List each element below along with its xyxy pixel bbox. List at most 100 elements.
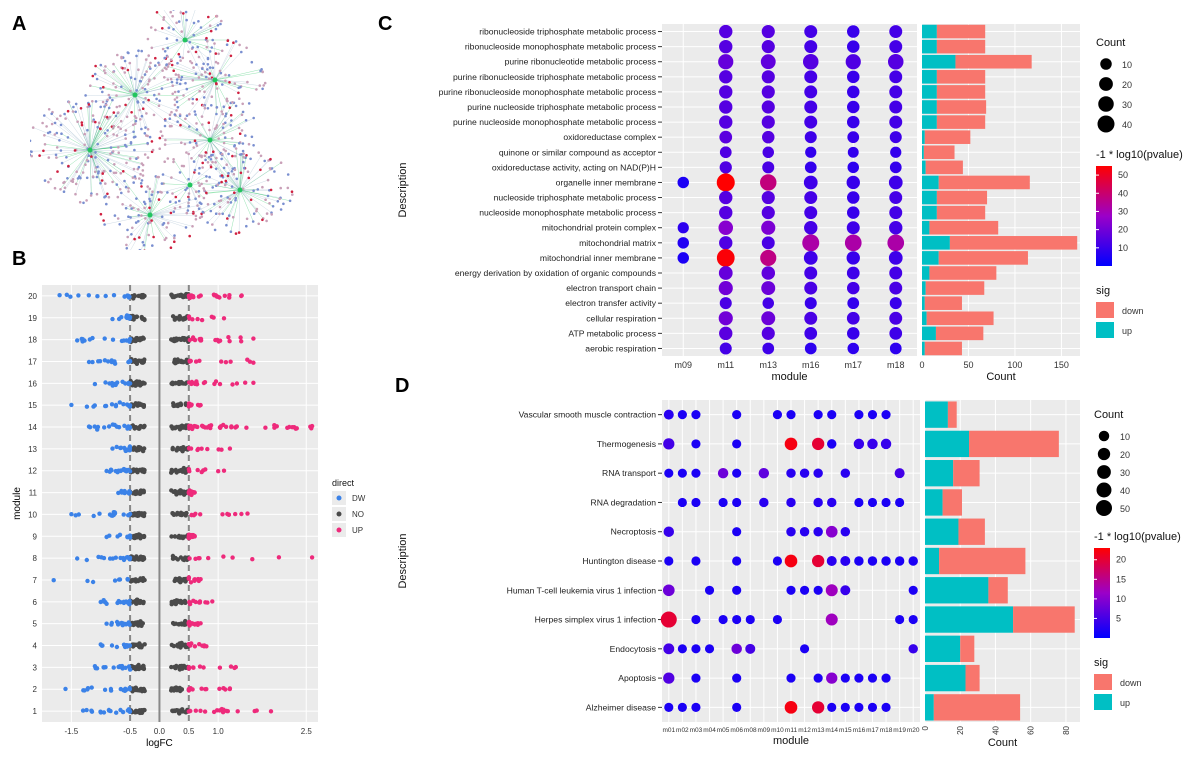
dot-mark: [847, 161, 859, 174]
network-node: [188, 125, 191, 128]
dot-mark: [786, 468, 796, 478]
network-edge: [89, 138, 126, 151]
network-node: [140, 185, 143, 188]
network-node: [179, 123, 182, 127]
network-edge: [89, 149, 137, 159]
dot-mark: [840, 526, 851, 537]
network-node: [127, 190, 130, 193]
term-label: aerobic respiration: [585, 343, 656, 353]
network-node: [202, 104, 205, 107]
network-node: [244, 119, 248, 122]
network-edge: [156, 12, 186, 41]
network-node: [286, 173, 290, 176]
panel-b-plot-background: [42, 285, 318, 722]
dot-mark: [719, 236, 733, 250]
point-dw: [123, 665, 128, 670]
panel-b-y-tick: 20: [28, 292, 37, 301]
network-node: [140, 76, 144, 79]
network-node: [140, 214, 143, 217]
network-node: [31, 126, 35, 129]
panel-b-y-tick: 10: [28, 510, 37, 519]
point-no: [181, 557, 186, 562]
point-dw: [124, 643, 129, 648]
network-node: [96, 165, 99, 169]
network-edge: [184, 21, 199, 41]
point-no: [137, 293, 142, 299]
network-edge: [206, 189, 241, 193]
point-dw: [80, 337, 85, 342]
bar-up: [922, 24, 937, 39]
network-node: [222, 122, 225, 126]
network-node: [150, 46, 154, 50]
dot-mark: [717, 467, 729, 479]
network-node: [178, 205, 182, 209]
network-node: [124, 137, 127, 140]
network-node: [200, 115, 204, 118]
point-dw: [113, 555, 119, 560]
point-up: [250, 557, 255, 562]
point-no: [176, 381, 182, 387]
network-node: [235, 177, 239, 181]
network-edge: [226, 189, 241, 226]
network-node: [208, 72, 212, 75]
point-no: [170, 708, 175, 713]
bar-up: [922, 85, 937, 99]
network-edge: [228, 173, 241, 191]
point-dw: [102, 425, 107, 430]
network-node: [90, 192, 93, 195]
dot-mark: [732, 614, 742, 625]
panel-b-y-tick: 16: [28, 379, 37, 388]
point-up: [203, 467, 208, 472]
network-node: [265, 212, 269, 215]
network-edge: [149, 214, 193, 227]
dot-mark: [784, 437, 798, 451]
bar-x-tick: 0: [919, 360, 924, 370]
dot-mark: [761, 311, 776, 326]
panel-b-x-tick: -0.5: [123, 727, 137, 736]
dot-mark: [799, 585, 810, 595]
point-up: [197, 358, 202, 363]
network-node: [240, 153, 243, 156]
network-node: [189, 60, 192, 63]
point-no: [180, 359, 186, 364]
network-node: [198, 166, 201, 170]
network-node: [133, 77, 137, 81]
point-dw: [92, 424, 97, 429]
point-dw: [112, 360, 117, 365]
network-edge: [64, 113, 91, 151]
network-edge: [239, 155, 262, 191]
dot-mark: [732, 439, 742, 449]
network-node: [66, 136, 70, 139]
point-dw: [126, 513, 131, 518]
network-node: [75, 170, 78, 173]
network-node: [103, 131, 107, 135]
dot-mark: [840, 468, 851, 478]
network-node: [241, 149, 245, 153]
term-label: nucleoside monophosphate metabolic proce…: [479, 208, 656, 218]
network-edge: [39, 149, 91, 156]
network-edge: [239, 189, 257, 212]
network-node: [172, 69, 175, 72]
network-node: [162, 18, 165, 21]
network-node: [109, 146, 113, 149]
network-edge: [177, 79, 216, 108]
network-edge: [134, 81, 173, 96]
network-edge: [214, 41, 237, 81]
point-up: [187, 295, 193, 301]
dot-mark: [889, 326, 903, 340]
network-node: [209, 165, 213, 169]
network-edge: [173, 159, 191, 186]
network-edge: [89, 112, 114, 151]
network-node: [230, 119, 233, 122]
network-node: [249, 198, 253, 202]
network-node: [41, 121, 44, 125]
y-axis-label: Description: [397, 162, 409, 217]
network-node: [138, 236, 141, 239]
point-up: [188, 423, 194, 429]
network-node: [201, 123, 204, 126]
network-edge: [62, 149, 91, 164]
point-up: [226, 335, 231, 340]
network-node: [226, 217, 229, 220]
network-node: [111, 150, 115, 153]
point-dw: [76, 293, 81, 298]
